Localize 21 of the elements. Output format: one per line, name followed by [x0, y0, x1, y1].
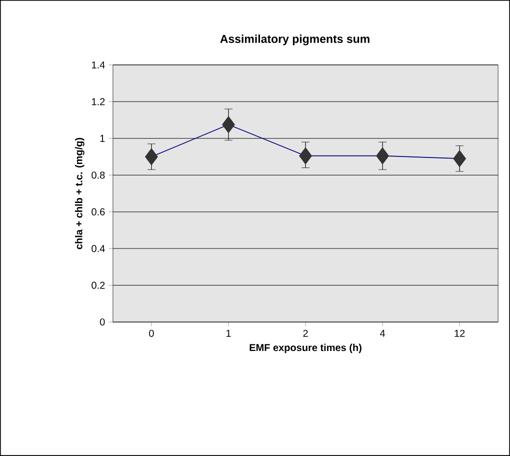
y-tick-label: 0.4: [92, 245, 105, 252]
point: [222, 116, 235, 134]
x-tick-label: 0: [149, 330, 154, 337]
point: [376, 147, 389, 164]
point: [145, 148, 158, 166]
y-tick-label: 1: [100, 134, 105, 142]
y-tick-label: 1.2: [92, 98, 105, 106]
x-tick-label: 2: [303, 330, 308, 337]
y-tick-label: 0.8: [92, 172, 105, 179]
y-tick-label: 0: [100, 318, 105, 326]
y-axis-title: chla + chlb + t.c. (mg/g): [75, 138, 84, 250]
y-tick-label: 0.6: [92, 208, 105, 216]
x-axis-title: EMF exposure times (h): [250, 344, 362, 354]
x-tick-label: 1: [226, 330, 231, 337]
x-tick-label: 12: [454, 330, 465, 337]
point: [453, 150, 466, 167]
chart-title: Assimilatory pigments sum: [220, 34, 370, 46]
y-tick-label: 1.4: [92, 61, 105, 68]
x-tick-label: 4: [380, 330, 386, 337]
y-tick-label: 0.2: [92, 282, 105, 289]
point: [299, 147, 312, 164]
